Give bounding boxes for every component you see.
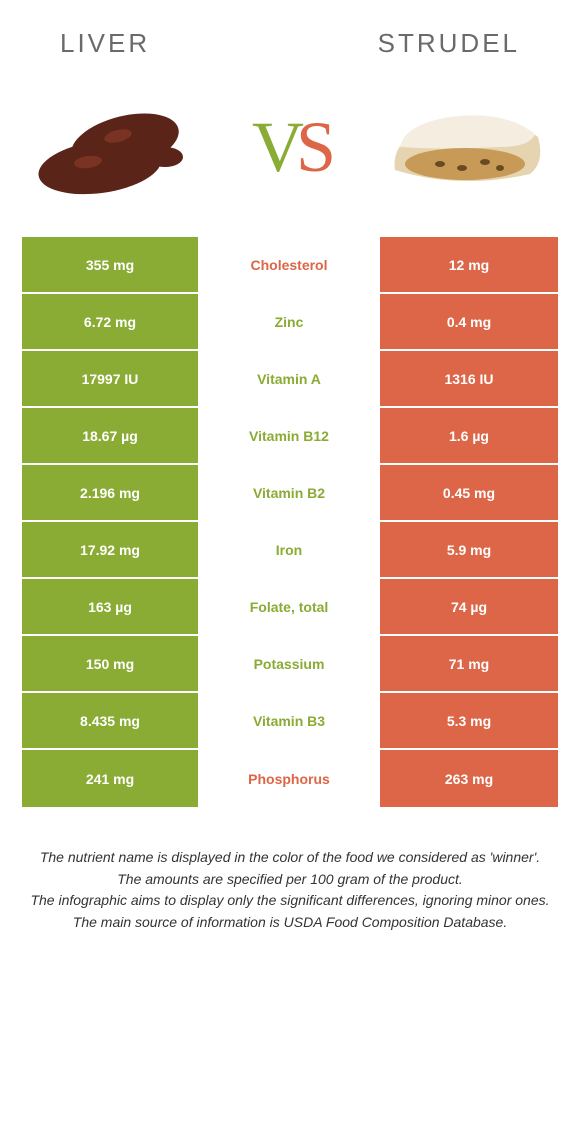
table-row: 6.72 mgZinc0.4 mg (22, 294, 558, 351)
header: Liver Strudel (0, 0, 580, 69)
images-row: VS (0, 69, 580, 237)
footnote-line: The amounts are specified per 100 gram o… (30, 869, 550, 891)
nutrient-label: Vitamin B3 (200, 693, 380, 750)
footnote-line: The infographic aims to display only the… (30, 890, 550, 912)
right-value: 0.4 mg (380, 294, 558, 351)
right-value: 1.6 µg (380, 408, 558, 465)
footnote-line: The nutrient name is displayed in the co… (30, 847, 550, 869)
footnote-line: The main source of information is USDA F… (30, 912, 550, 934)
right-value: 12 mg (380, 237, 558, 294)
footnotes: The nutrient name is displayed in the co… (30, 847, 550, 934)
table-row: 18.67 µgVitamin B121.6 µg (22, 408, 558, 465)
table-row: 241 mgPhosphorus263 mg (22, 750, 558, 807)
left-value: 355 mg (22, 237, 200, 294)
comparison-table: 355 mgCholesterol12 mg6.72 mgZinc0.4 mg1… (22, 237, 558, 807)
liver-image (30, 87, 200, 207)
right-value: 5.3 mg (380, 693, 558, 750)
right-value: 263 mg (380, 750, 558, 807)
right-value: 5.9 mg (380, 522, 558, 579)
title-right: Strudel (378, 28, 520, 59)
right-value: 1316 IU (380, 351, 558, 408)
strudel-image (380, 87, 550, 207)
left-value: 2.196 mg (22, 465, 200, 522)
table-row: 17.92 mgIron5.9 mg (22, 522, 558, 579)
left-value: 17997 IU (22, 351, 200, 408)
table-row: 163 µgFolate, total74 µg (22, 579, 558, 636)
nutrient-label: Iron (200, 522, 380, 579)
table-row: 17997 IUVitamin A1316 IU (22, 351, 558, 408)
vs-label: VS (252, 111, 328, 183)
nutrient-label: Zinc (200, 294, 380, 351)
left-value: 18.67 µg (22, 408, 200, 465)
nutrient-label: Cholesterol (200, 237, 380, 294)
left-value: 8.435 mg (22, 693, 200, 750)
table-row: 2.196 mgVitamin B20.45 mg (22, 465, 558, 522)
left-value: 17.92 mg (22, 522, 200, 579)
nutrient-label: Vitamin A (200, 351, 380, 408)
nutrient-label: Vitamin B2 (200, 465, 380, 522)
left-value: 150 mg (22, 636, 200, 693)
left-value: 163 µg (22, 579, 200, 636)
vs-v: V (252, 107, 296, 187)
table-row: 8.435 mgVitamin B35.3 mg (22, 693, 558, 750)
nutrient-label: Phosphorus (200, 750, 380, 807)
table-row: 150 mgPotassium71 mg (22, 636, 558, 693)
nutrient-label: Vitamin B12 (200, 408, 380, 465)
left-value: 6.72 mg (22, 294, 200, 351)
right-value: 0.45 mg (380, 465, 558, 522)
vs-s: S (296, 107, 328, 187)
right-value: 71 mg (380, 636, 558, 693)
nutrient-label: Potassium (200, 636, 380, 693)
table-row: 355 mgCholesterol12 mg (22, 237, 558, 294)
right-value: 74 µg (380, 579, 558, 636)
title-left: Liver (60, 28, 150, 59)
left-value: 241 mg (22, 750, 200, 807)
nutrient-label: Folate, total (200, 579, 380, 636)
